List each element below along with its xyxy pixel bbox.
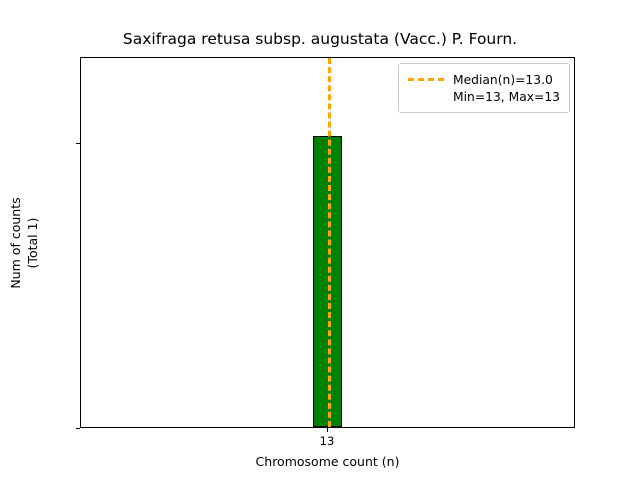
y-axis-label-container: Num of counts (Total 1) (0, 57, 48, 428)
legend-label-minmax: Min=13, Max=13 (453, 89, 560, 104)
chart-title: Saxifraga retusa subsp. augustata (Vacc.… (122, 30, 518, 48)
legend[interactable]: Median(n)=13.0 Min=13, Max=13 (398, 63, 570, 113)
legend-label-median: Median(n)=13.0 (453, 72, 553, 87)
y-axis-label: Num of counts (Total 1) (7, 197, 41, 288)
x-tick-mark-13 (327, 428, 328, 432)
x-axis-label: Chromosome count (n) (255, 454, 400, 469)
median-line (327, 58, 331, 427)
y-axis-label-line1: Num of counts (8, 196, 23, 289)
y-tick-mark-1 (76, 143, 80, 144)
legend-item-median: Median(n)=13.0 (408, 71, 560, 88)
x-tick-label-13: 13 (319, 434, 335, 448)
legend-item-minmax: Min=13, Max=13 (408, 88, 560, 105)
bars-layer (81, 58, 574, 427)
dashed-line-icon (408, 78, 444, 81)
y-tick-mark-0 (76, 428, 80, 429)
y-axis-label-line2: (Total 1) (25, 217, 40, 268)
plot-area: Median(n)=13.0 Min=13, Max=13 (80, 57, 575, 428)
